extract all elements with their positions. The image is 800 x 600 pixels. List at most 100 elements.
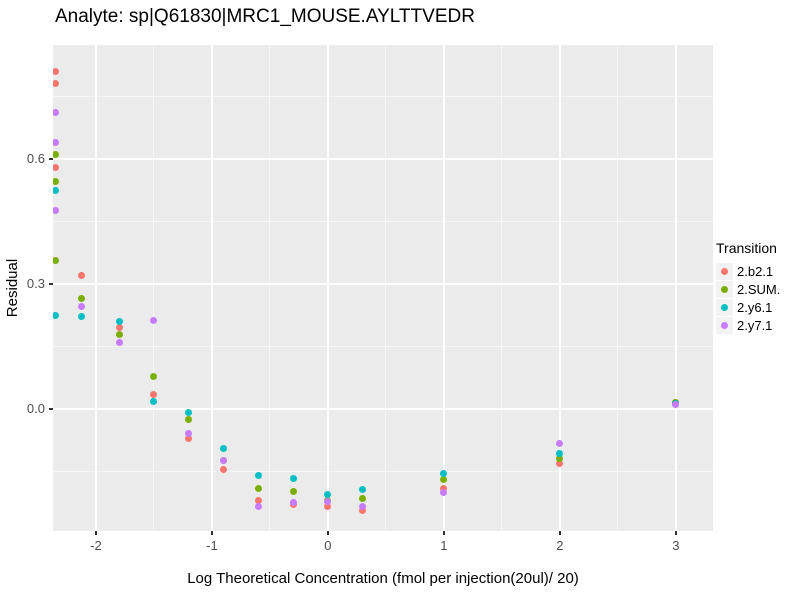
gridline-minor	[53, 470, 713, 472]
gridline-minor	[269, 45, 271, 531]
legend-entry-label: 2.b2.1	[737, 263, 774, 279]
data-point	[115, 331, 123, 339]
data-point	[185, 429, 193, 437]
gridline-major	[211, 45, 213, 531]
legend-key	[716, 280, 733, 298]
data-point	[53, 257, 59, 265]
data-point	[53, 178, 59, 186]
y-axis-title: Residual	[4, 258, 21, 318]
data-point	[53, 67, 59, 75]
data-point	[53, 138, 59, 146]
gridline-major	[95, 45, 97, 531]
plot-title: Analyte: sp|Q61830|MRC1_MOUSE.AYLTTVEDR	[55, 6, 475, 27]
data-point	[324, 490, 332, 498]
gridline-minor	[53, 345, 713, 347]
y-tick-mark	[49, 158, 53, 160]
x-tick-mark	[443, 531, 445, 535]
gridline-major	[559, 45, 561, 531]
data-point	[115, 324, 123, 332]
data-point	[78, 271, 86, 279]
data-point	[556, 455, 564, 463]
x-tick-label: -1	[206, 538, 218, 553]
gridline-minor	[385, 45, 387, 531]
data-point	[359, 507, 367, 515]
data-point	[53, 207, 59, 215]
data-point	[556, 459, 564, 467]
x-tick-mark	[559, 531, 561, 535]
legend-entries: 2.b2.1 2.SUM. 2.y6.1 2.y7.1	[716, 262, 780, 334]
x-tick-mark	[675, 531, 677, 535]
data-point	[359, 503, 367, 511]
data-point	[150, 317, 158, 324]
y-tick-label: 0.0	[26, 400, 45, 416]
legend-entry: 2.y6.1	[716, 298, 780, 316]
data-point	[289, 475, 297, 483]
legend-entry-label: 2.y6.1	[737, 299, 773, 315]
data-point	[185, 434, 193, 442]
data-point	[150, 390, 158, 398]
y-tick-label: 0.3	[26, 275, 45, 291]
data-point	[440, 488, 448, 496]
data-point	[53, 163, 59, 171]
data-point	[324, 503, 332, 511]
data-point	[53, 186, 59, 194]
y-tick-mark	[49, 283, 53, 285]
data-point	[254, 497, 262, 505]
legend-entry: 2.SUM.	[716, 280, 780, 298]
data-point	[220, 445, 227, 453]
data-point	[220, 465, 227, 473]
data-point	[78, 294, 86, 302]
data-point	[556, 439, 564, 447]
gridline-minor	[501, 45, 503, 531]
x-tick-mark	[211, 531, 213, 535]
legend-key	[716, 298, 733, 316]
legend: Transition 2.b2.1 2.SUM. 2.y6.1 2.y7.1	[716, 240, 780, 334]
data-point	[53, 109, 59, 117]
data-point	[556, 449, 564, 457]
gridline-major	[327, 45, 329, 531]
x-tick-label: 1	[440, 538, 448, 553]
data-point	[115, 317, 123, 325]
data-point	[53, 80, 59, 88]
data-point	[324, 497, 332, 505]
x-tick-label: 3	[672, 538, 680, 553]
legend-title: Transition	[716, 240, 777, 256]
legend-key	[716, 262, 733, 280]
legend-key-dot	[721, 285, 728, 293]
data-point	[289, 487, 297, 495]
gridline-major	[53, 408, 713, 410]
gridline-major	[53, 158, 713, 160]
data-point	[440, 470, 448, 478]
data-point	[150, 397, 158, 405]
data-point	[185, 409, 193, 417]
x-axis-title: Log Theoretical Concentration (fmol per …	[187, 570, 579, 587]
data-point	[359, 494, 367, 502]
data-point	[440, 476, 448, 484]
x-tick-mark	[95, 531, 97, 535]
legend-key-dot	[721, 303, 728, 311]
data-point	[78, 303, 86, 311]
x-tick-mark	[327, 531, 329, 535]
legend-entry: 2.b2.1	[716, 262, 780, 280]
data-point	[53, 151, 59, 159]
legend-entry-label: 2.y7.1	[737, 317, 773, 333]
legend-key	[716, 316, 733, 334]
data-point	[220, 457, 227, 465]
data-point	[115, 338, 123, 346]
data-point	[150, 372, 158, 380]
x-tick-label: 0	[324, 538, 332, 553]
data-point	[359, 485, 367, 493]
gridline-minor	[53, 220, 713, 222]
x-tick-label: -2	[90, 538, 102, 553]
gridline-major	[53, 283, 713, 285]
data-point	[53, 311, 59, 319]
gridline-minor	[617, 45, 619, 531]
data-point	[440, 484, 448, 492]
data-point	[254, 484, 262, 492]
legend-key-dot	[721, 267, 728, 275]
gridline-minor	[153, 45, 155, 531]
gridline-major	[675, 45, 677, 531]
x-tick-label: 2	[556, 538, 564, 553]
data-point	[185, 416, 193, 424]
